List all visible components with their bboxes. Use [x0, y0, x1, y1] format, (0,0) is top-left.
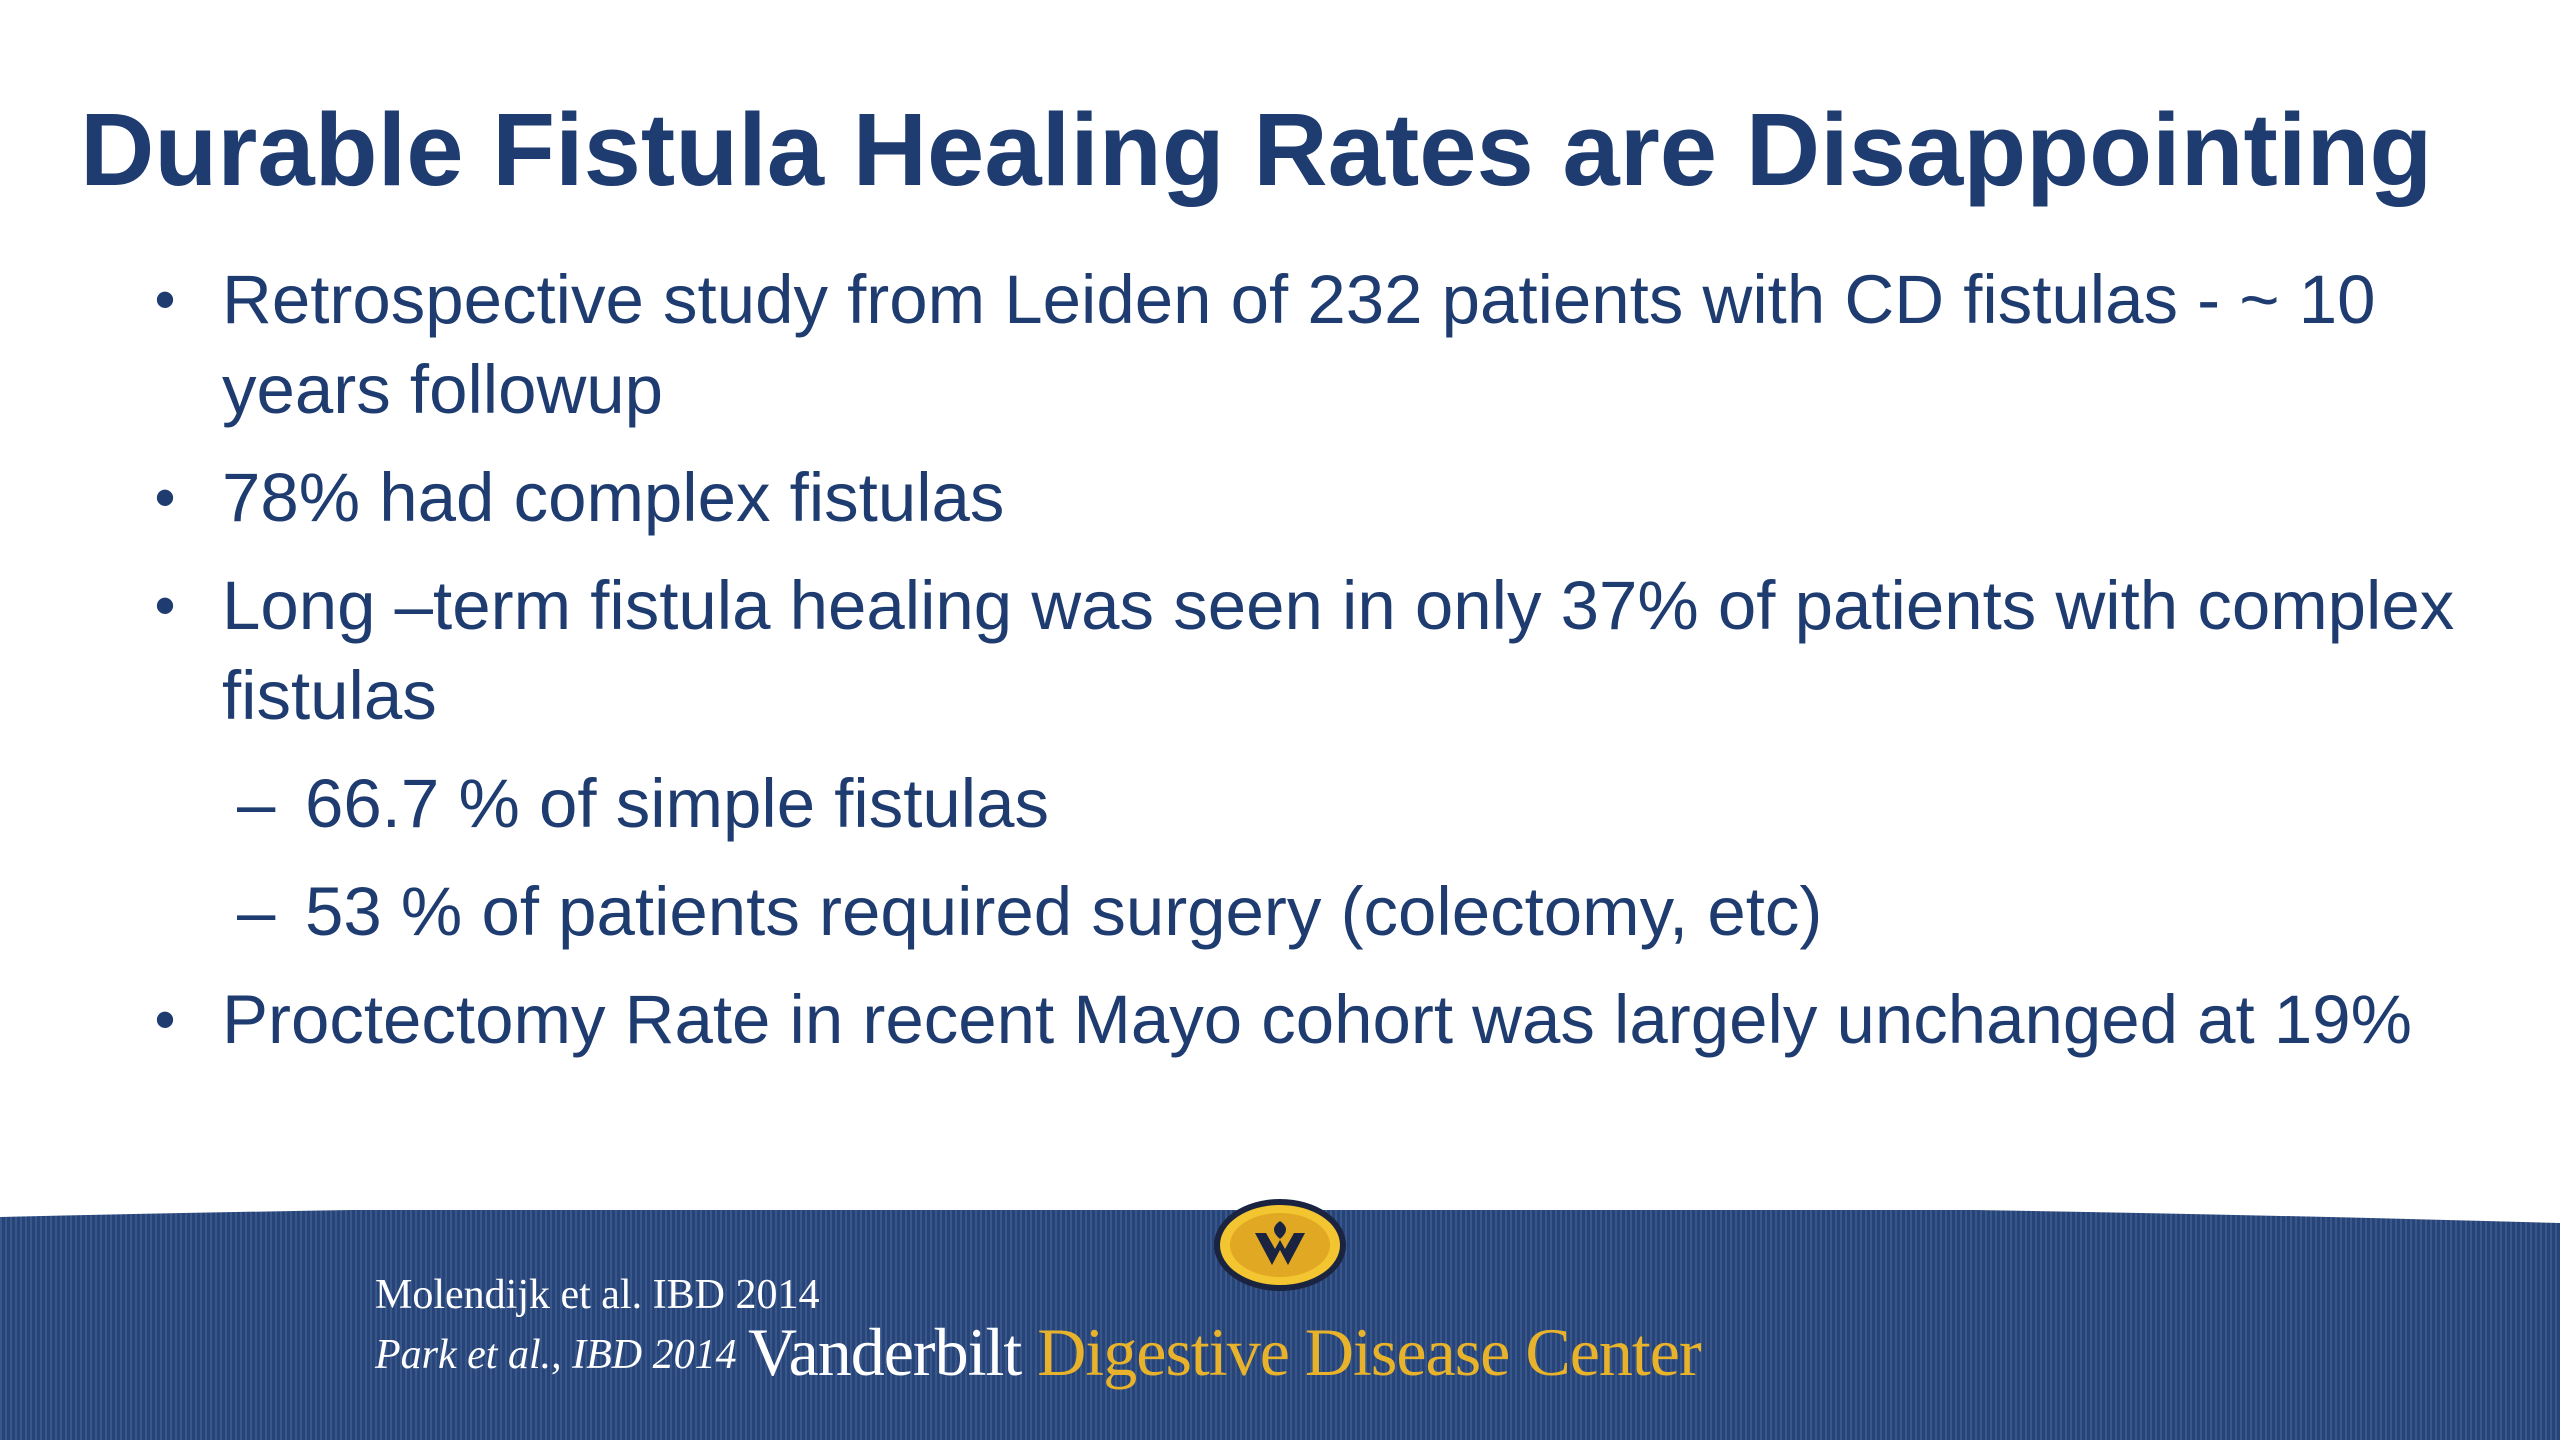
brand-ddc: Digestive Disease Center [1021, 1314, 1701, 1390]
bullet-text: Retrospective study from Leiden of 232 p… [222, 261, 2376, 428]
brand-wordmark: Vanderbilt Digestive Disease Center [748, 1314, 1702, 1390]
bullet-marker: • [154, 986, 176, 1053]
bullet-text: Proctectomy Rate in recent Mayo cohort w… [222, 981, 2412, 1058]
citation-line-2: Park et al., IBD 2014 [375, 1332, 737, 1378]
bullet-marker: • [154, 266, 176, 333]
vanderbilt-emblem-icon [1214, 1199, 1346, 1291]
bullet-text: 78% had complex fistulas [222, 459, 1005, 536]
sub-bullet-marker: – [237, 873, 276, 950]
sub-bullet-text: 53 % of patients required surgery (colec… [305, 873, 1823, 950]
bullet-text: Long –term fistula healing was seen in o… [222, 567, 2455, 734]
bullet-list: • Retrospective study from Leiden of 232… [145, 255, 2475, 1083]
bullet-marker: • [154, 464, 176, 531]
citation-line-1: Molendijk et al. IBD 2014 [375, 1272, 820, 1318]
bullet-item: • 78% had complex fistulas [145, 453, 2475, 543]
bullet-item: • Long –term fistula healing was seen in… [145, 561, 2475, 741]
sub-bullet-text: 66.7 % of simple fistulas [305, 765, 1050, 842]
footer-curve [0, 1165, 2560, 1223]
sub-bullet-marker: – [237, 765, 276, 842]
slide-title: Durable Fistula Healing Rates are Disapp… [80, 92, 2433, 207]
sub-bullet-item: – 53 % of patients required surgery (col… [145, 867, 2475, 957]
bullet-item: • Proctectomy Rate in recent Mayo cohort… [145, 975, 2475, 1065]
brand-vanderbilt: Vanderbilt [748, 1314, 1022, 1390]
bullet-item: • Retrospective study from Leiden of 232… [145, 255, 2475, 435]
bullet-marker: • [154, 572, 176, 639]
sub-bullet-item: – 66.7 % of simple fistulas [145, 759, 2475, 849]
